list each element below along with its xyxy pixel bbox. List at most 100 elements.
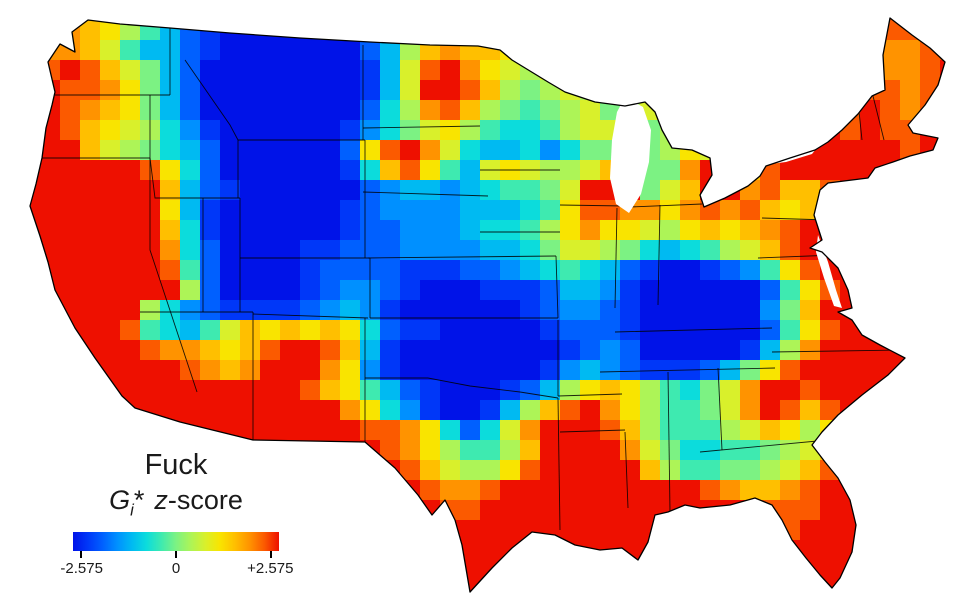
map-cell: [640, 40, 660, 60]
map-cell: [800, 260, 820, 280]
map-cell: [620, 340, 640, 360]
map-cell: [760, 280, 780, 300]
map-cell: [80, 20, 100, 40]
map-cell: [420, 460, 440, 480]
map-cell: [260, 120, 280, 140]
map-cell: [380, 60, 400, 80]
map-cell: [320, 480, 340, 500]
map-cell: [520, 20, 540, 40]
map-cell: [660, 520, 680, 540]
map-cell: [720, 220, 740, 240]
map-cell: [660, 420, 680, 440]
map-cell: [740, 300, 760, 320]
map-cell: [740, 240, 760, 260]
state-border-line: [614, 207, 618, 309]
map-cell: [60, 260, 80, 280]
map-cell: [320, 400, 340, 420]
map-cell: [920, 540, 940, 560]
map-cell: [30, 100, 40, 120]
map-cell: [160, 100, 180, 120]
map-cell: [660, 80, 680, 100]
map-cell: [540, 480, 560, 500]
map-cell: [30, 360, 40, 380]
map-cell: [540, 500, 560, 520]
map-cell: [200, 580, 220, 592]
map-cell: [160, 160, 180, 180]
map-cell: [380, 18, 400, 20]
map-cell: [380, 480, 400, 500]
map-cell: [0, 400, 20, 420]
map-cell: [520, 460, 540, 480]
colorbar-gradient: [73, 531, 279, 551]
map-cell: [240, 300, 260, 320]
map-cell: [720, 540, 740, 560]
map-cell: [40, 220, 60, 240]
map-cell: [380, 20, 400, 40]
map-cell: [280, 300, 300, 320]
map-cell: [560, 340, 580, 360]
map-cell: [560, 180, 580, 200]
map-cell: [300, 100, 320, 120]
legend-title: Fuck: [144, 449, 208, 481]
map-cell: [0, 240, 20, 260]
map-cell: [380, 520, 400, 540]
map-cell: [700, 560, 720, 580]
map-cell: [500, 180, 520, 200]
map-cell: [520, 360, 540, 380]
map-cell: [360, 40, 380, 60]
map-cell: [120, 200, 140, 220]
map-cell: [440, 560, 460, 580]
map-cell: [440, 180, 460, 200]
map-cell: [360, 460, 380, 480]
map-cell: [860, 400, 880, 420]
map-cell: [620, 500, 640, 520]
map-cell: [580, 560, 600, 580]
state-border-line: [771, 349, 906, 353]
map-cell: [620, 40, 640, 60]
map-cell: [560, 220, 580, 240]
map-cell: [300, 80, 320, 100]
map-cell: [620, 20, 640, 40]
map-cell: [940, 100, 945, 120]
map-cell: [440, 580, 460, 592]
map-cell: [420, 40, 440, 60]
map-cell: [560, 400, 580, 420]
map-cell: [380, 380, 400, 400]
map-cell: [720, 300, 740, 320]
map-cell: [860, 280, 880, 300]
map-cell: [80, 280, 100, 300]
map-cell: [460, 120, 480, 140]
map-cell: [380, 540, 400, 560]
map-cell: [100, 18, 120, 20]
map-cell: [780, 60, 800, 80]
map-cell: [860, 60, 880, 80]
map-cell: [920, 560, 940, 580]
map-cell: [340, 520, 360, 540]
map-cell: [520, 180, 540, 200]
map-cell: [280, 360, 300, 380]
map-cell: [740, 280, 760, 300]
map-cell: [380, 200, 400, 220]
map-cell: [40, 180, 60, 200]
map-cell: [860, 40, 880, 60]
map-cell: [180, 260, 200, 280]
map-cell: [640, 420, 660, 440]
map-cell: [400, 300, 420, 320]
map-cell: [900, 580, 920, 592]
map-cell: [700, 300, 720, 320]
map-cell: [140, 360, 160, 380]
state-border-line: [557, 393, 623, 397]
map-cell: [540, 40, 560, 60]
map-cell: [280, 100, 300, 120]
map-cell: [340, 200, 360, 220]
map-cell: [460, 40, 480, 60]
map-cell: [280, 380, 300, 400]
map-cell: [940, 520, 945, 540]
map-cell: [440, 80, 460, 100]
map-cell: [440, 340, 460, 360]
map-cell: [740, 60, 760, 80]
map-cell: [720, 60, 740, 80]
map-cell: [680, 340, 700, 360]
map-cell: [340, 560, 360, 580]
map-cell: [580, 20, 600, 40]
